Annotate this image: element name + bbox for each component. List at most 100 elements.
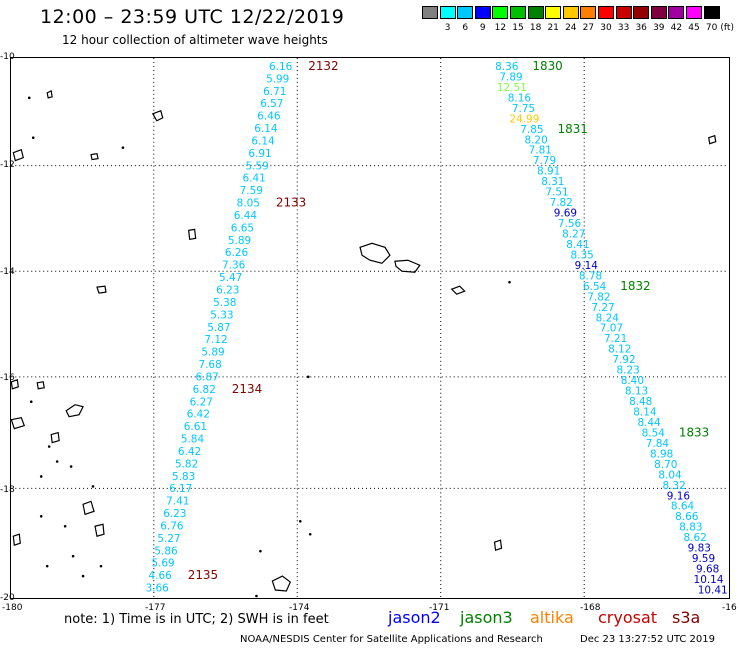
swh-value: 7.21 xyxy=(604,333,627,345)
swh-value: 7.68 xyxy=(198,359,221,371)
swh-value: 8.35 xyxy=(570,249,593,261)
swh-value: 6.44 xyxy=(234,210,258,222)
legend-swatch xyxy=(598,6,614,19)
swh-value: 6.41 xyxy=(243,173,266,185)
swh-value: 5.99 xyxy=(266,73,289,85)
legend-swatch xyxy=(439,6,456,19)
swh-value: 9.16 xyxy=(667,490,690,502)
legend-label: 39 xyxy=(653,23,665,33)
legend-label: 36 xyxy=(635,23,647,33)
island-outline xyxy=(708,134,717,145)
legend-swatch xyxy=(686,6,702,19)
legend-label: 18 xyxy=(529,23,542,33)
swh-value: 5.33 xyxy=(210,309,233,321)
island-outline xyxy=(11,416,26,430)
track-time-label: 2135 xyxy=(188,568,218,582)
legend-swatch xyxy=(474,6,491,19)
islet-dot xyxy=(306,375,310,379)
swh-value: 7.41 xyxy=(166,496,189,508)
island-outline xyxy=(151,110,164,122)
longitude-label: -180 xyxy=(2,603,23,613)
islet-dot xyxy=(63,524,67,528)
legend-swatch xyxy=(633,6,650,19)
legend-label: 9 xyxy=(479,23,486,33)
longitude-label: -177 xyxy=(145,603,166,613)
island-outline xyxy=(359,242,391,264)
swh-value: 5.59 xyxy=(245,160,268,172)
island-outline xyxy=(36,381,45,390)
island-outline xyxy=(12,148,24,162)
island-outline xyxy=(12,533,21,546)
satellite-name: jason2 xyxy=(388,608,441,627)
legend-swatch xyxy=(545,6,562,19)
track-time-label: 1830 xyxy=(532,59,562,73)
legend-unit: (ft) xyxy=(720,23,734,33)
island-outline xyxy=(82,500,95,516)
swh-value: 6.87 xyxy=(196,371,219,383)
legend-swatch xyxy=(492,6,509,19)
track-time-label: 2134 xyxy=(232,382,262,396)
longitude-label: -174 xyxy=(289,603,310,613)
island-outline xyxy=(271,575,292,592)
swh-value: 7.51 xyxy=(545,187,568,199)
islet-dot xyxy=(255,594,258,598)
islet-dot xyxy=(81,574,85,578)
swh-value: 6.27 xyxy=(190,396,213,408)
legend-swatch xyxy=(422,6,438,19)
legend-swatch xyxy=(527,6,544,19)
longitude-label: -168 xyxy=(580,603,601,613)
swh-value: 5.38 xyxy=(213,297,236,309)
swh-value: 8.41 xyxy=(566,239,589,251)
swh-value: 7.59 xyxy=(240,185,263,197)
swh-value: 7.36 xyxy=(222,260,245,272)
legend-label: 12 xyxy=(494,23,507,33)
legend-label: 30 xyxy=(600,23,612,33)
latitude-label: -18 xyxy=(0,485,15,495)
longitude-label: -171 xyxy=(429,603,450,613)
swh-value: 7.79 xyxy=(533,155,556,167)
swh-value: 8.66 xyxy=(675,511,698,523)
swh-value: 5.84 xyxy=(181,434,205,446)
islet-dot xyxy=(27,96,31,100)
swh-value: 5.89 xyxy=(228,235,251,247)
legend-swatch xyxy=(668,6,685,19)
legend-label: 21 xyxy=(547,23,559,33)
swh-value: 5.87 xyxy=(207,322,230,334)
swh-value: 7.92 xyxy=(612,354,635,366)
legend-label: 33 xyxy=(617,23,630,33)
island-outline xyxy=(65,404,84,418)
legend-label: 6 xyxy=(462,23,469,33)
wave-height-map: 6.165.996.716.576.466.146.146.915.596.41… xyxy=(10,57,730,599)
swh-value: 6.23 xyxy=(216,284,239,296)
note-text: note: 1) Time is in UTC; 2) SWH is in fe… xyxy=(64,612,329,627)
islet-dot xyxy=(259,549,262,553)
swh-value: 6.46 xyxy=(257,111,280,123)
legend-swatch xyxy=(510,6,526,19)
island-outline xyxy=(450,285,466,295)
islet-dot xyxy=(55,460,59,463)
swh-value: 9.68 xyxy=(696,564,719,576)
swh-value: 4.66 xyxy=(149,570,172,582)
swh-value: 8.44 xyxy=(637,417,661,429)
swh-value: 7.07 xyxy=(600,323,623,335)
legend-label: 15 xyxy=(512,23,524,33)
islet-dot xyxy=(508,280,511,284)
island-outline xyxy=(188,228,197,241)
swh-value: 8.36 xyxy=(495,61,518,73)
credit-text: NOAA/NESDIS Center for Satellite Applica… xyxy=(240,634,543,645)
island-outline xyxy=(96,285,107,294)
swh-value: 8.98 xyxy=(650,448,673,460)
legend-swatch xyxy=(457,6,474,19)
latitude-label: -16 xyxy=(0,373,15,383)
swh-value: 6.71 xyxy=(263,86,286,98)
swh-value: 6.42 xyxy=(187,409,210,421)
island-outline xyxy=(46,89,53,99)
latitude-label: -10 xyxy=(0,52,15,62)
latitude-label: -14 xyxy=(0,267,15,277)
track-time-label: 1833 xyxy=(679,425,709,439)
islet-dot xyxy=(45,564,49,568)
map-subtitle: 12 hour collection of altimeter wave hei… xyxy=(62,33,328,47)
swh-value: 5.89 xyxy=(201,347,224,359)
swh-value: 6.82 xyxy=(193,384,216,396)
islet-dot xyxy=(39,515,43,518)
